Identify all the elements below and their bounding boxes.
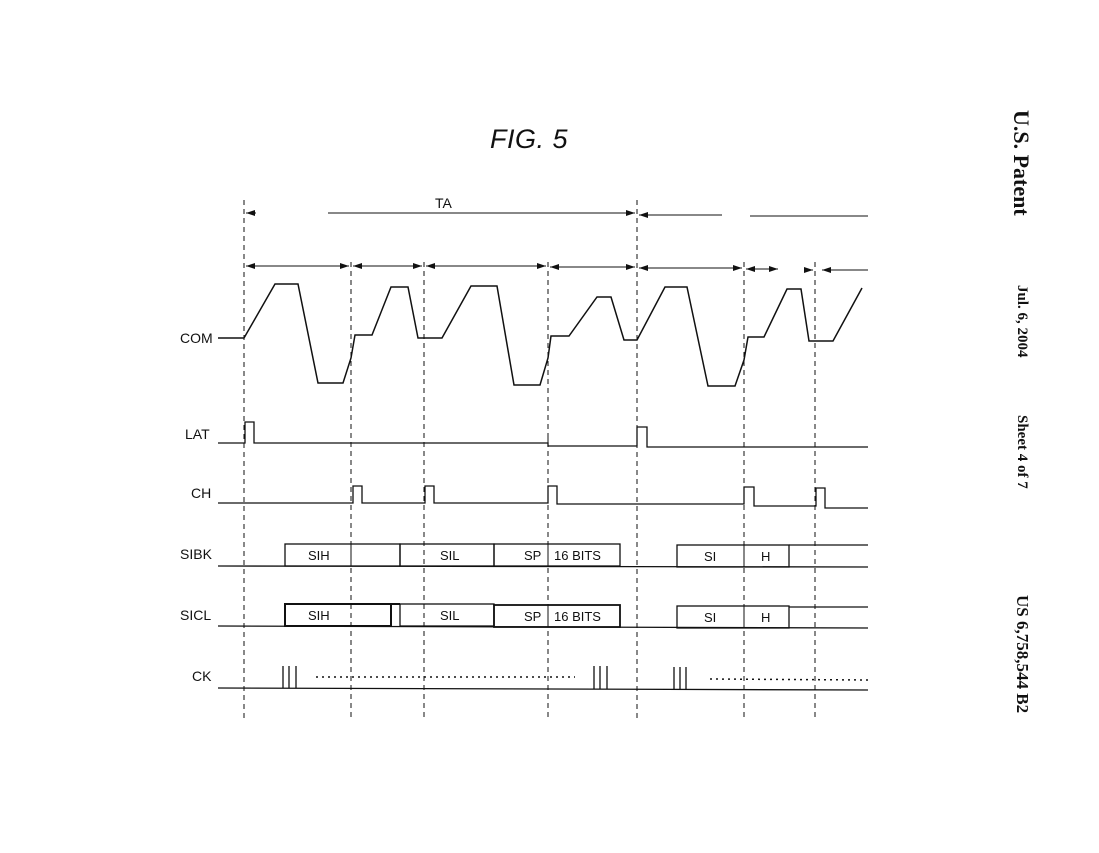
sicl-field-si: SI <box>704 610 716 625</box>
com-waveform <box>218 284 862 386</box>
period-label: TA <box>435 195 453 211</box>
sibk-field-sih: SIH <box>308 548 330 563</box>
sibk-field-bits: 16 BITS <box>554 548 601 563</box>
sicl-field-bits: 16 BITS <box>554 609 601 624</box>
signal-label-sibk: SIBK <box>180 546 213 562</box>
period-arrow <box>246 213 868 216</box>
signal-label-ck: CK <box>192 668 212 684</box>
sibk-field-si: SI <box>704 549 716 564</box>
sicl-field-sil: SIL <box>440 608 460 623</box>
ck-waveform <box>218 666 868 690</box>
sicl-field-h: H <box>761 610 770 625</box>
lat-waveform <box>218 422 868 447</box>
timing-markers <box>244 200 815 718</box>
signal-label-lat: LAT <box>185 426 210 442</box>
sibk-field-h: H <box>761 549 770 564</box>
signal-label-com: COM <box>180 330 213 346</box>
signal-label-ch: CH <box>191 485 211 501</box>
ch-waveform <box>218 486 868 508</box>
sibk-field-sil: SIL <box>440 548 460 563</box>
sicl-field-sih: SIH <box>308 608 330 623</box>
signal-label-sicl: SICL <box>180 607 211 623</box>
sicl-field-sp: SP <box>524 609 541 624</box>
sibk-field-sp: SP <box>524 548 541 563</box>
